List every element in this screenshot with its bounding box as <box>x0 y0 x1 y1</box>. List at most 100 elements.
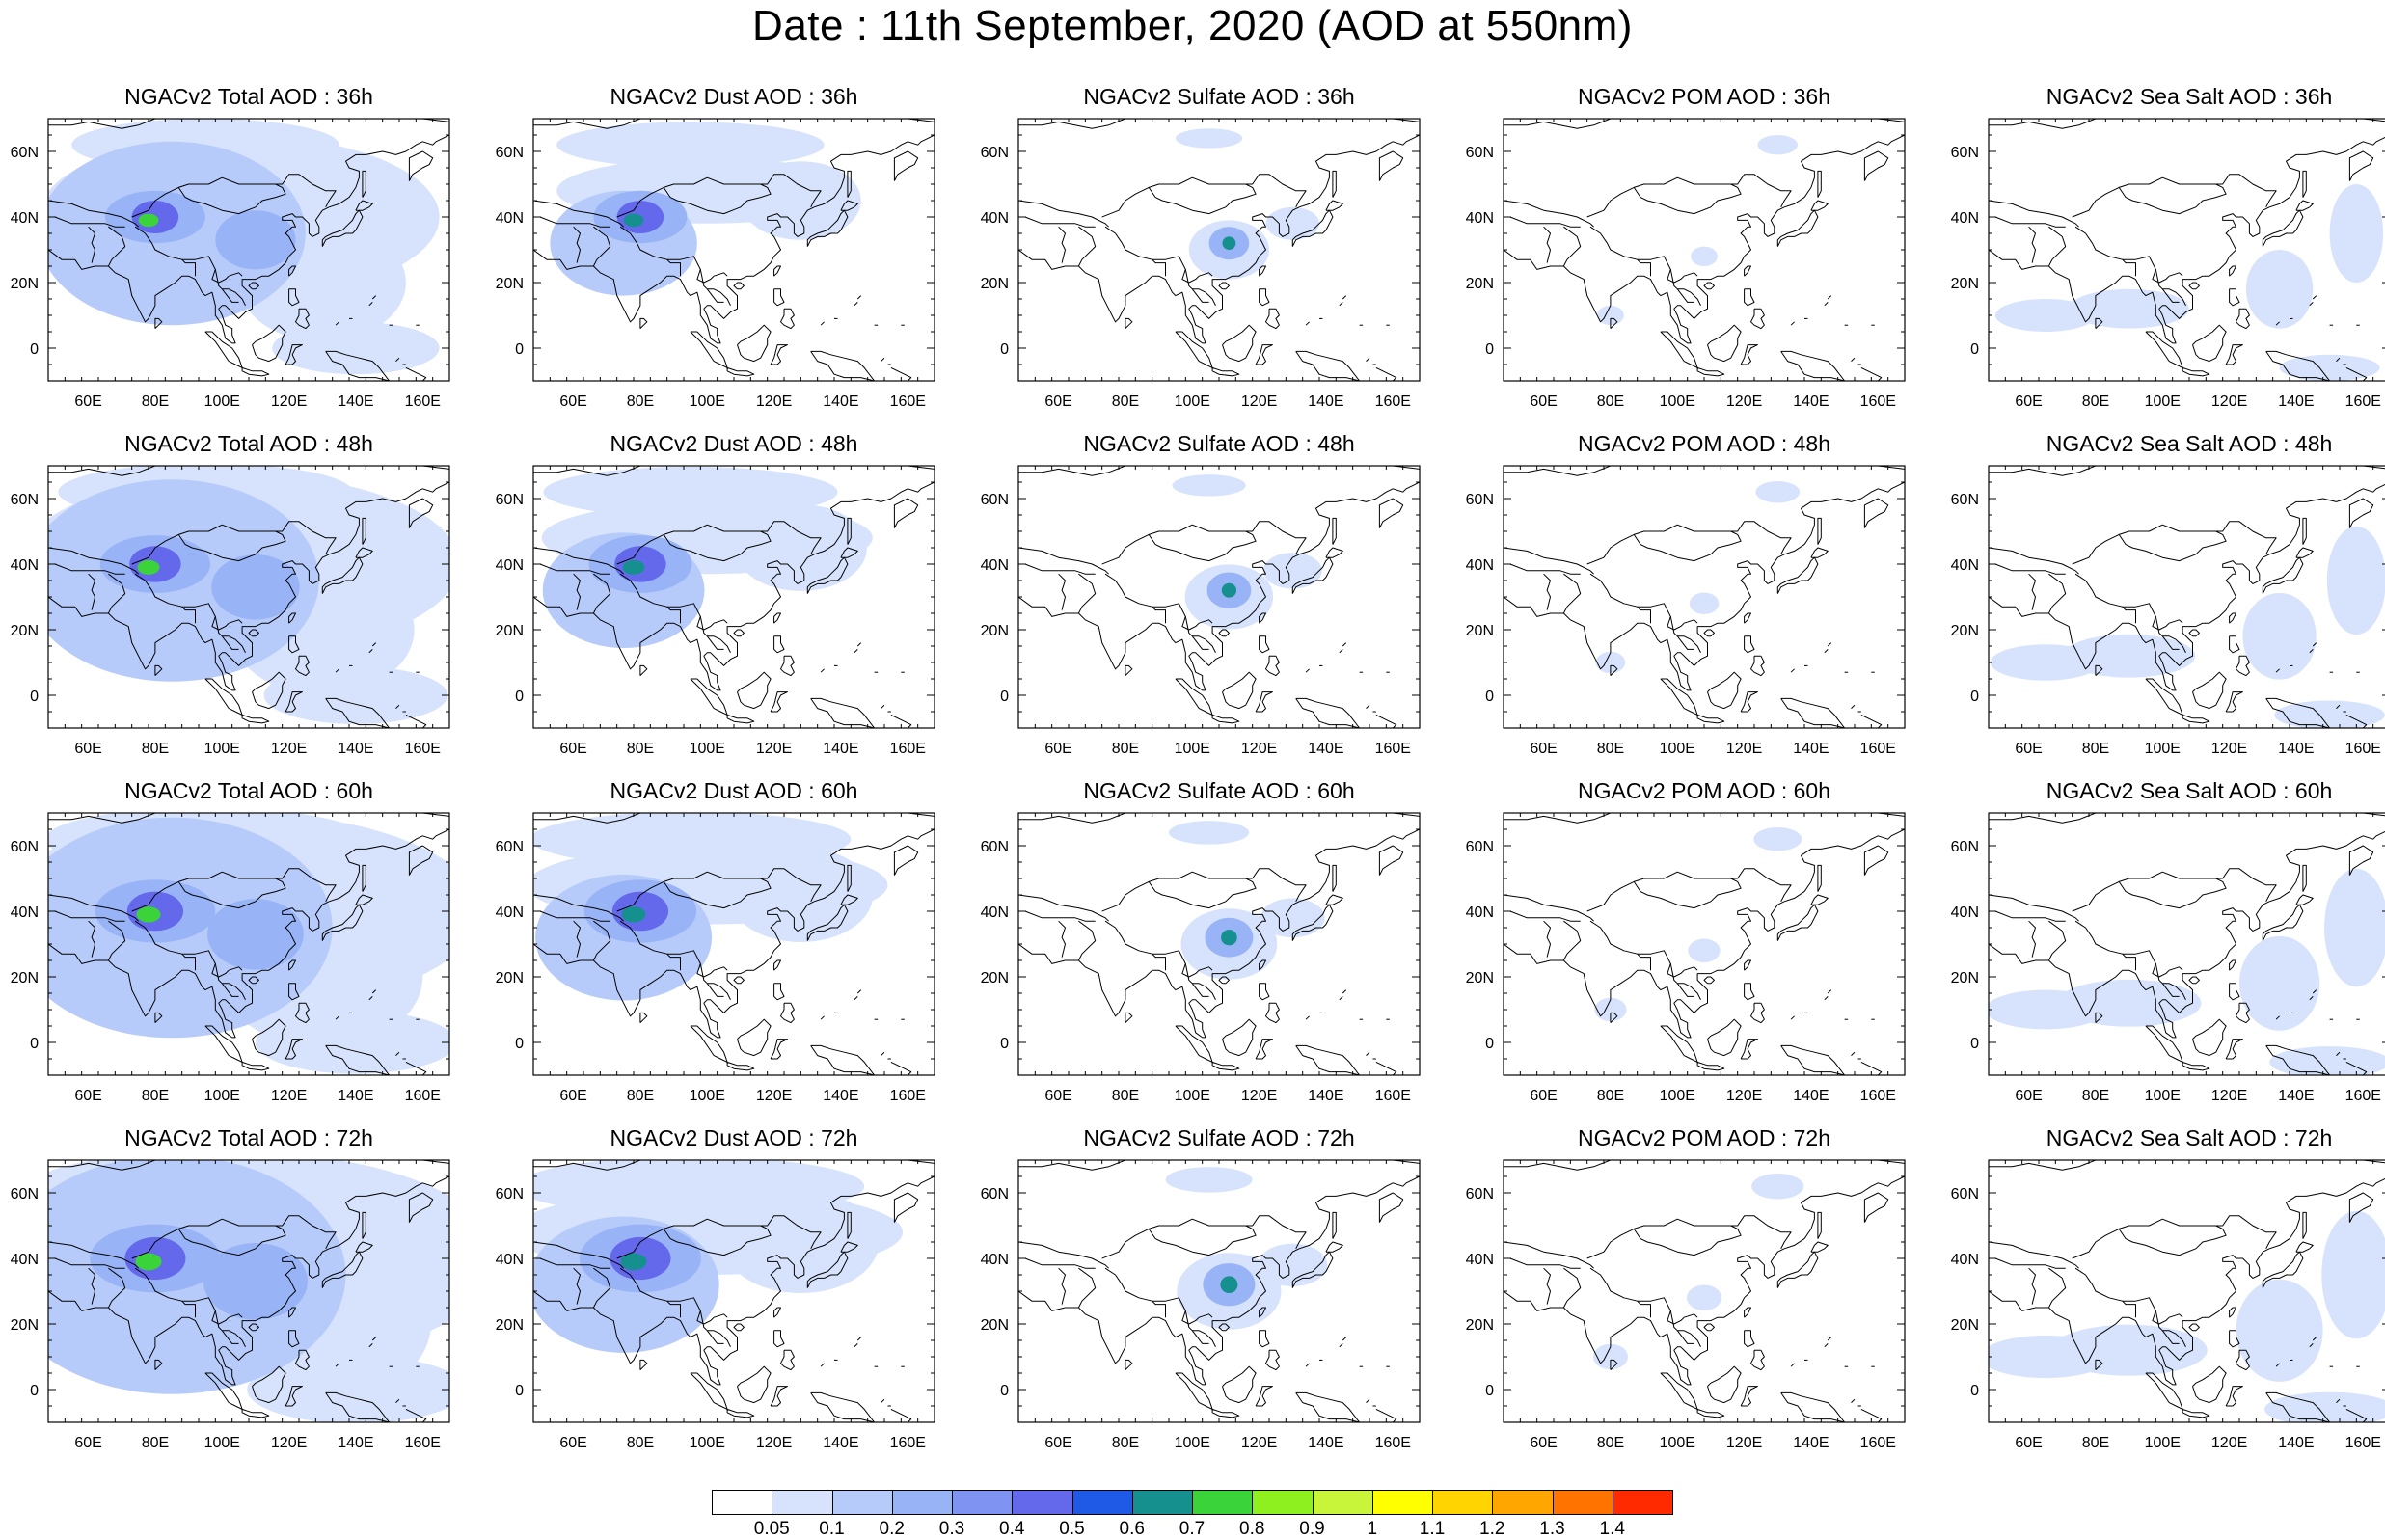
y-tick-label: 40N <box>1951 1252 1979 1268</box>
x-tick-label: 160E <box>405 393 441 410</box>
y-tick-label: 20N <box>1951 970 1979 986</box>
y-tick-label: 40N <box>981 210 1009 227</box>
x-tick-label: 160E <box>890 1088 926 1104</box>
aod-region <box>722 1190 880 1294</box>
x-tick-label: 60E <box>2015 1088 2042 1104</box>
aod-region <box>263 666 448 724</box>
x-tick-label: 60E <box>1044 393 1071 410</box>
map-panel-seasalt-60h: NGACv2 Sea Salt AOD : 60h 60E 80E 100E 120E 1… <box>1940 778 2385 1106</box>
map-panel-sulfate-36h: NGACv2 Sulfate AOD : 36h 60E 80E 100E 120E 14… <box>970 84 1423 412</box>
y-tick-label: 0 <box>1485 1383 1494 1399</box>
x-tick-label: 100E <box>690 1435 725 1451</box>
aod-region <box>136 906 161 923</box>
colorbar-swatch <box>1252 1490 1314 1515</box>
map-panel-dust-36h: NGACv2 Dust AOD : 36h 60E 80E 100E 120E 140E 1… <box>485 84 938 412</box>
colorbar-label: 0.4 <box>999 1519 1025 1539</box>
x-tick-label: 140E <box>1793 1088 1829 1104</box>
aod-field <box>1989 813 2385 1075</box>
map-plot: 60E 80E 100E 120E 140E 160E 0 20N 40N 60N <box>496 812 935 1104</box>
aod-region <box>138 213 159 228</box>
y-tick-label: 40N <box>11 905 39 921</box>
aod-region <box>623 213 644 228</box>
x-tick-label: 120E <box>2211 1088 2247 1104</box>
colorbar-swatch <box>1131 1490 1193 1515</box>
x-tick-label: 140E <box>2278 1435 2314 1451</box>
x-tick-label: 80E <box>1112 1088 1139 1104</box>
colorbar-swatch <box>1012 1490 1073 1515</box>
panel-title: NGACv2 Total AOD : 36h <box>124 84 373 109</box>
map-panel-pom-60h: NGACv2 POM AOD : 60h 60E 80E 100E 120E 140E 16… <box>1455 778 1909 1106</box>
y-tick-label: 60N <box>1466 839 1494 855</box>
aod-region <box>2324 868 2385 987</box>
x-tick-label: 160E <box>1860 1435 1896 1451</box>
y-tick-label: 20N <box>1951 276 1979 292</box>
colorbar-swatch <box>712 1490 773 1515</box>
colorbar-label: 1.3 <box>1539 1519 1565 1539</box>
aod-region <box>1175 128 1243 149</box>
y-tick-label: 0 <box>1970 1383 1979 1399</box>
y-tick-label: 40N <box>1951 905 1979 921</box>
map-plot: 60E 80E 100E 120E 140E 160E 0 20N 40N 60N <box>1466 465 1906 757</box>
x-tick-label: 140E <box>1308 741 1343 757</box>
aod-region <box>1989 1335 2111 1379</box>
y-tick-label: 60N <box>496 1186 524 1202</box>
y-tick-label: 0 <box>30 341 39 358</box>
colorbar-swatch <box>831 1490 893 1515</box>
aod-field <box>1504 1160 1905 1422</box>
y-tick-label: 20N <box>496 1317 524 1334</box>
panel-title: NGACv2 POM AOD : 72h <box>1577 1125 1831 1150</box>
panel-title: NGACv2 Sulfate AOD : 48h <box>1083 431 1355 456</box>
map-panel-sulfate-48h: NGACv2 Sulfate AOD : 48h 60E 80E 100E 120E 14… <box>970 431 1423 759</box>
colorbar-label: 1.1 <box>1419 1519 1446 1539</box>
y-tick-label: 0 <box>1485 1036 1494 1052</box>
x-tick-label: 140E <box>338 1088 373 1104</box>
map-panel-total-72h: NGACv2 Total AOD : 72h 60E 80E 100E 120E 140E… <box>0 1125 453 1453</box>
x-tick-label: 80E <box>2082 1088 2109 1104</box>
y-tick-label: 20N <box>496 276 524 292</box>
map-plot: 60E 80E 100E 120E 140E 160E 0 20N 40N 60N <box>1466 118 1906 410</box>
x-tick-label: 60E <box>74 741 101 757</box>
x-tick-label: 120E <box>2211 741 2247 757</box>
map-panel-pom-72h: NGACv2 POM AOD : 72h 60E 80E 100E 120E 140E 16… <box>1455 1125 1909 1453</box>
map-panel-seasalt-48h: NGACv2 Sea Salt AOD : 48h 60E 80E 100E 120E 1… <box>1940 431 2385 759</box>
y-tick-label: 20N <box>981 623 1009 639</box>
map-plot: 60E 80E 100E 120E 140E 160E 0 20N 40N 60N <box>1951 465 2385 757</box>
aod-field <box>1018 466 1420 728</box>
x-tick-label: 140E <box>1793 393 1829 410</box>
map-panel-sulfate-60h: NGACv2 Sulfate AOD : 60h 60E 80E 100E 120E 14… <box>970 778 1423 1106</box>
aod-region <box>620 1253 647 1271</box>
map-plot: 60E 80E 100E 120E 140E 160E 0 20N 40N 60N <box>496 118 935 410</box>
x-tick-label: 80E <box>1112 393 1139 410</box>
x-tick-label: 160E <box>890 741 926 757</box>
x-tick-label: 120E <box>2211 1435 2247 1451</box>
y-tick-label: 20N <box>11 970 39 986</box>
coastline-layer <box>1989 119 2385 381</box>
aod-region <box>2279 354 2380 381</box>
aod-region <box>203 1243 309 1320</box>
aod-field <box>1018 1160 1420 1422</box>
y-tick-label: 0 <box>515 341 524 358</box>
aod-region <box>1994 299 2096 332</box>
aod-region <box>2274 700 2385 728</box>
colorbar-swatch <box>1071 1490 1133 1515</box>
aod-region <box>2269 1046 2385 1075</box>
aod-region <box>1260 898 1325 938</box>
y-tick-label: 40N <box>11 557 39 574</box>
aod-field <box>1504 466 1905 728</box>
aod-field <box>533 119 935 381</box>
aod-region <box>740 161 861 240</box>
map-panel-total-36h: NGACv2 Total AOD : 36h 60E 80E 100E 120E 140E… <box>0 84 453 412</box>
map-plot: 60E 80E 100E 120E 140E 160E 0 20N 40N 60N <box>981 118 1421 410</box>
x-tick-label: 100E <box>1175 1088 1210 1104</box>
aod-region <box>1755 480 1801 503</box>
map-plot: 60E 80E 100E 120E 140E 160E 0 20N 40N 60N <box>1951 118 2385 410</box>
y-tick-label: 0 <box>30 689 39 705</box>
x-tick-label: 160E <box>2345 393 2381 410</box>
aod-region <box>135 1253 162 1271</box>
colorbar-swatch <box>1312 1490 1373 1515</box>
x-tick-label: 100E <box>1660 393 1695 410</box>
y-tick-label: 40N <box>496 210 524 227</box>
x-tick-label: 140E <box>1793 1435 1829 1451</box>
y-tick-label: 20N <box>496 623 524 639</box>
x-tick-label: 80E <box>627 393 654 410</box>
